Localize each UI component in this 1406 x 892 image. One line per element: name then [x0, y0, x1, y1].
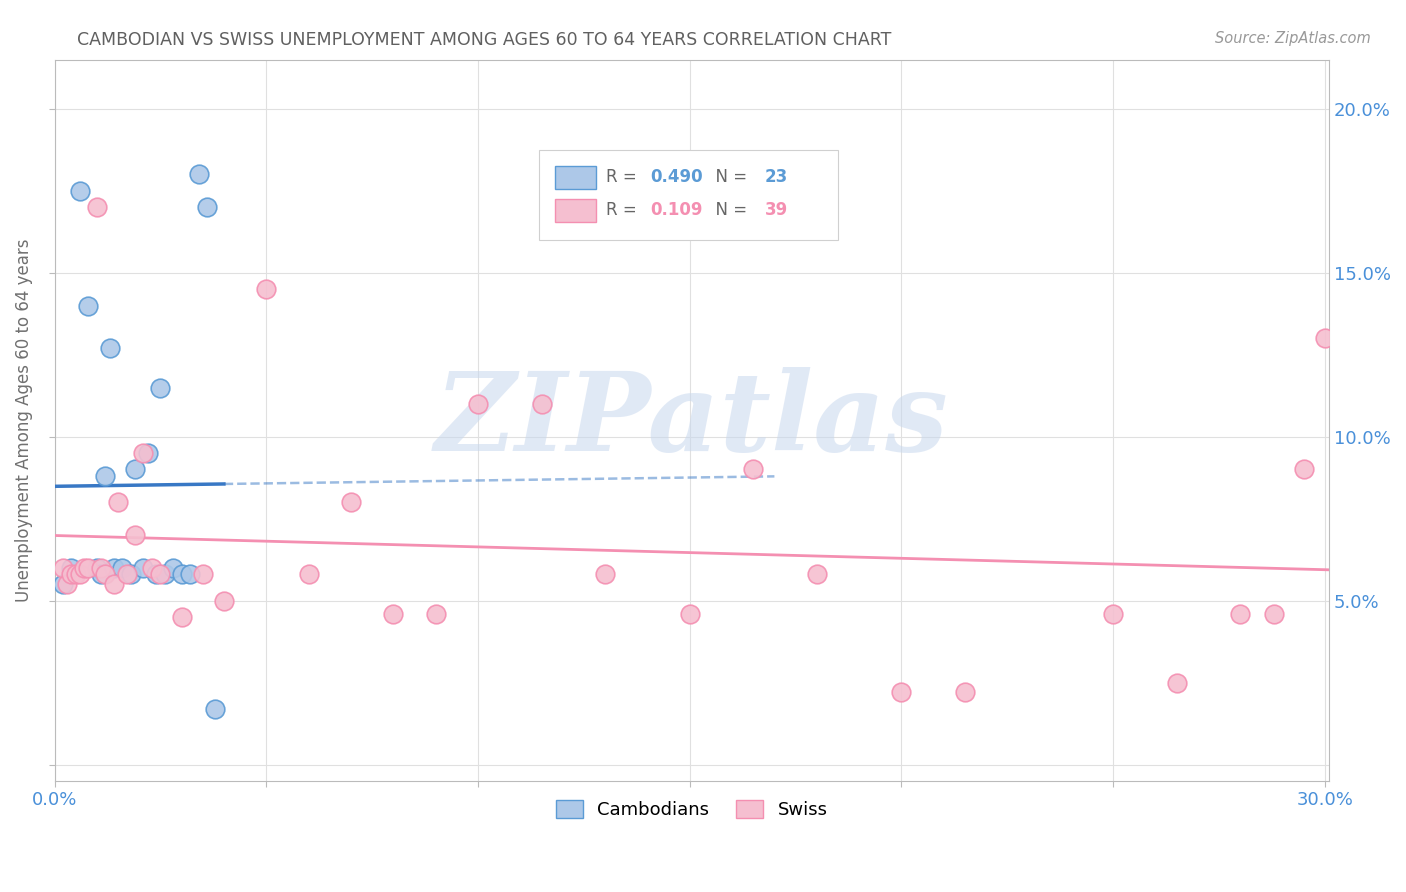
Text: R =: R = [606, 202, 643, 219]
Point [187, 167, 209, 181]
FancyBboxPatch shape [555, 199, 596, 222]
Legend: Cambodians, Swiss: Cambodians, Swiss [548, 792, 835, 826]
Point [149, 567, 172, 582]
Point [195, 200, 218, 214]
Text: N =: N = [704, 202, 752, 219]
Text: CAMBODIAN VS SWISS UNEMPLOYMENT AMONG AGES 60 TO 64 YEARS CORRELATION CHART: CAMBODIAN VS SWISS UNEMPLOYMENT AMONG AG… [77, 31, 891, 49]
Text: Source: ZipAtlas.com: Source: ZipAtlas.com [1215, 31, 1371, 46]
Point [340, 495, 363, 509]
Point [65, 567, 87, 582]
Point [60, 561, 83, 575]
Point [98, 341, 121, 355]
Text: 23: 23 [765, 168, 787, 186]
Text: N =: N = [704, 168, 752, 186]
Point [149, 380, 172, 394]
Point [77, 299, 100, 313]
Point [69, 567, 91, 582]
Point [153, 567, 176, 582]
FancyBboxPatch shape [538, 150, 838, 240]
Point [86, 200, 108, 214]
Point [52, 561, 75, 575]
Point [124, 528, 146, 542]
Point [162, 561, 184, 575]
Point [1292, 462, 1315, 476]
Point [77, 561, 100, 575]
Point [103, 561, 125, 575]
Point [254, 282, 277, 296]
Point [136, 446, 159, 460]
Text: 39: 39 [765, 202, 787, 219]
Point [204, 702, 226, 716]
Point [425, 607, 447, 621]
Point [90, 567, 112, 582]
Point [593, 567, 616, 582]
Point [52, 577, 75, 591]
Point [1102, 607, 1125, 621]
Point [56, 577, 79, 591]
Point [115, 567, 138, 582]
Point [382, 607, 405, 621]
Point [530, 397, 553, 411]
Text: R =: R = [606, 168, 643, 186]
Point [467, 397, 489, 411]
Point [132, 446, 155, 460]
Point [742, 462, 765, 476]
Point [120, 567, 142, 582]
Point [297, 567, 319, 582]
Point [1166, 675, 1188, 690]
Point [1263, 607, 1285, 621]
Text: ZIPatlas: ZIPatlas [434, 367, 949, 474]
Y-axis label: Unemployment Among Ages 60 to 64 years: Unemployment Among Ages 60 to 64 years [15, 238, 32, 602]
Text: 0.490: 0.490 [650, 168, 703, 186]
Point [1229, 607, 1251, 621]
Point [73, 561, 96, 575]
Point [111, 561, 134, 575]
FancyBboxPatch shape [555, 166, 596, 188]
Point [953, 685, 976, 699]
Point [179, 567, 201, 582]
Point [212, 593, 235, 607]
Point [103, 577, 125, 591]
Point [170, 610, 193, 624]
Point [124, 462, 146, 476]
Point [132, 561, 155, 575]
Point [69, 184, 91, 198]
Point [86, 561, 108, 575]
Point [890, 685, 912, 699]
Point [679, 607, 702, 621]
Point [145, 567, 167, 582]
Point [806, 567, 828, 582]
Point [170, 567, 193, 582]
Point [141, 561, 163, 575]
Point [1313, 331, 1336, 345]
Point [60, 567, 83, 582]
Point [94, 469, 117, 483]
Point [94, 567, 117, 582]
Point [191, 567, 214, 582]
Point [90, 561, 112, 575]
Point [107, 495, 129, 509]
Text: 0.109: 0.109 [650, 202, 702, 219]
